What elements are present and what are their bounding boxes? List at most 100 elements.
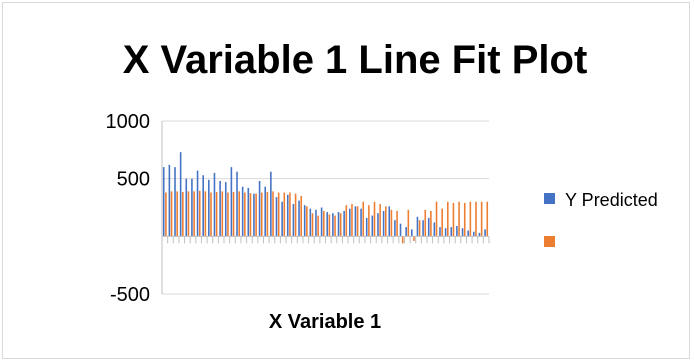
bar-s1-33: [351, 204, 353, 237]
bar-s0-16: [253, 193, 255, 237]
legend-swatch-1: [544, 236, 555, 247]
bar-s0-17: [258, 180, 261, 237]
bar-s0-29: [326, 212, 329, 237]
bar-s0-26: [309, 208, 312, 237]
bar-s1-29: [328, 214, 331, 237]
bar-s0-21: [281, 201, 283, 237]
bar-s0-3: [179, 152, 182, 237]
y-tick-label-1: 500: [117, 169, 150, 191]
bar-s0-1: [168, 164, 171, 237]
x-tick-marks: [161, 236, 490, 244]
bar-s0-46: [422, 220, 424, 237]
bar-s0-22: [286, 194, 289, 237]
bar-s1-36: [368, 205, 370, 237]
bar-s0-44: [411, 229, 413, 237]
bar-s1-23: [294, 193, 297, 237]
bar-s0-23: [292, 204, 295, 237]
bar-s0-57: [484, 229, 486, 237]
bar-s1-50: [447, 201, 449, 237]
bar-s0-12: [230, 167, 233, 237]
bar-s1-51: [452, 202, 455, 237]
x-axis-label: X Variable 1: [269, 311, 381, 333]
bar-s1-12: [232, 191, 235, 237]
bar-s0-30: [332, 213, 334, 237]
bar-s0-33: [348, 208, 351, 237]
bar-s0-49: [439, 227, 441, 237]
bar-s0-43: [405, 227, 407, 237]
bar-s0-45: [416, 216, 419, 237]
bar-s1-20: [277, 192, 280, 237]
bar-s1-3: [182, 191, 184, 237]
bar-s1-47: [430, 210, 432, 237]
bar-s1-37: [373, 201, 376, 237]
bar-s0-37: [371, 215, 374, 237]
bar-s1-14: [244, 192, 246, 237]
bar-s1-54: [469, 201, 472, 237]
bar-s1-18: [266, 191, 269, 237]
bar-s0-52: [456, 225, 458, 237]
bar-s1-55: [475, 201, 477, 237]
chart-title: X Variable 1 Line Fit Plot: [123, 38, 588, 82]
bar-s1-4: [187, 191, 190, 237]
bar-s1-1: [170, 191, 173, 237]
bar-s0-24: [298, 200, 300, 237]
bar-s1-38: [379, 204, 381, 237]
bar-s1-35: [362, 201, 365, 237]
bar-s1-11: [227, 192, 229, 237]
bar-s0-0: [162, 167, 165, 237]
bar-s0-8: [208, 179, 210, 237]
bar-s0-47: [427, 217, 430, 237]
bar-s0-54: [467, 230, 469, 237]
bar-s0-11: [224, 182, 227, 237]
bar-s1-19: [272, 191, 274, 237]
bar-s1-15: [249, 193, 252, 237]
bars-group: [162, 152, 489, 244]
legend: Y Predicted: [544, 190, 658, 247]
bar-s1-26: [311, 213, 314, 237]
bar-s1-8: [210, 192, 212, 237]
bar-s1-43: [407, 209, 410, 237]
bar-s1-52: [458, 201, 460, 237]
bar-s0-27: [315, 209, 317, 237]
bar-s0-50: [444, 228, 447, 237]
bar-s0-13: [236, 171, 238, 237]
bar-s1-30: [334, 215, 336, 237]
bar-s0-4: [185, 178, 188, 237]
bar-s0-40: [388, 206, 391, 237]
bar-s1-34: [356, 206, 359, 237]
y-tick-labels: -500 500 1000: [106, 111, 151, 306]
bar-s0-41: [394, 220, 396, 237]
bar-s1-0: [165, 192, 167, 237]
bar-s1-10: [221, 191, 224, 237]
gridlines: [162, 120, 489, 295]
bar-s1-41: [396, 210, 398, 237]
bar-s1-39: [385, 206, 387, 237]
bar-s1-49: [441, 208, 443, 237]
bar-s1-27: [317, 215, 319, 237]
bar-s1-21: [283, 192, 286, 237]
bar-s0-9: [213, 172, 216, 237]
bar-s0-19: [270, 171, 272, 237]
bar-s0-55: [473, 231, 475, 237]
bar-s1-7: [204, 191, 207, 237]
bar-s0-2: [174, 167, 176, 237]
bar-s1-40: [390, 209, 393, 237]
bar-s0-48: [433, 222, 436, 237]
bar-s0-35: [360, 208, 362, 237]
bar-s1-16: [255, 193, 257, 237]
bar-s0-6: [196, 170, 199, 237]
bar-s0-25: [303, 205, 306, 237]
bar-s1-53: [463, 202, 466, 237]
bar-s1-22: [289, 192, 291, 237]
bar-s0-38: [377, 213, 379, 237]
bar-s1-31: [339, 213, 342, 237]
bar-s1-56: [480, 201, 483, 237]
bar-s1-57: [486, 201, 489, 237]
bar-s1-28: [322, 210, 325, 237]
legend-swatch-0: [544, 193, 555, 204]
bar-s0-53: [461, 228, 464, 237]
bar-s0-18: [264, 186, 266, 237]
bar-s0-14: [241, 186, 244, 237]
bar-s1-13: [238, 191, 240, 237]
